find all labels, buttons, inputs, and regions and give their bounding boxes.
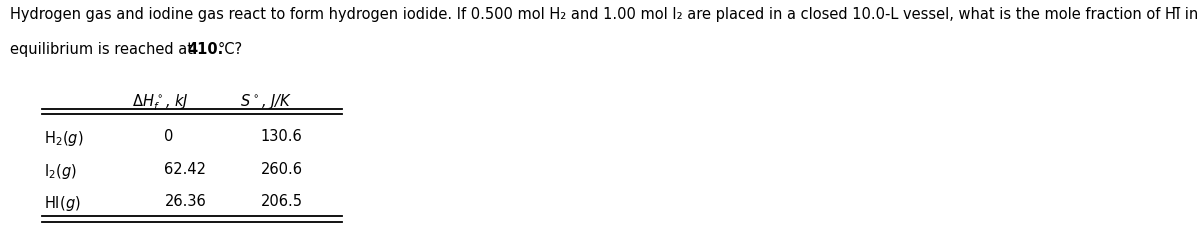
Text: 130.6: 130.6 (260, 129, 302, 144)
Text: 62.42: 62.42 (164, 162, 206, 177)
Text: equilibrium is reached at: equilibrium is reached at (10, 42, 197, 57)
Text: $\mathrm{HI}(\mathit{g})$: $\mathrm{HI}(\mathit{g})$ (44, 194, 82, 213)
Text: $\mathrm{H_2}(\mathit{g})$: $\mathrm{H_2}(\mathit{g})$ (44, 129, 84, 148)
Text: $\mathrm{I_2}(\mathit{g})$: $\mathrm{I_2}(\mathit{g})$ (44, 162, 77, 181)
Text: 0: 0 (164, 129, 174, 144)
Text: 260.6: 260.6 (260, 162, 302, 177)
Text: $\Delta H^\circ_f$, kJ: $\Delta H^\circ_f$, kJ (132, 92, 188, 113)
Text: 26.36: 26.36 (164, 194, 206, 209)
Text: °C?: °C? (217, 42, 242, 57)
Text: Hydrogen gas and iodine gas react to form hydrogen iodide. If 0.500 mol H₂ and 1: Hydrogen gas and iodine gas react to for… (10, 7, 1200, 22)
Text: 206.5: 206.5 (260, 194, 302, 209)
Text: $S^\circ$, J/K: $S^\circ$, J/K (240, 92, 293, 111)
Text: 410.: 410. (187, 42, 223, 57)
